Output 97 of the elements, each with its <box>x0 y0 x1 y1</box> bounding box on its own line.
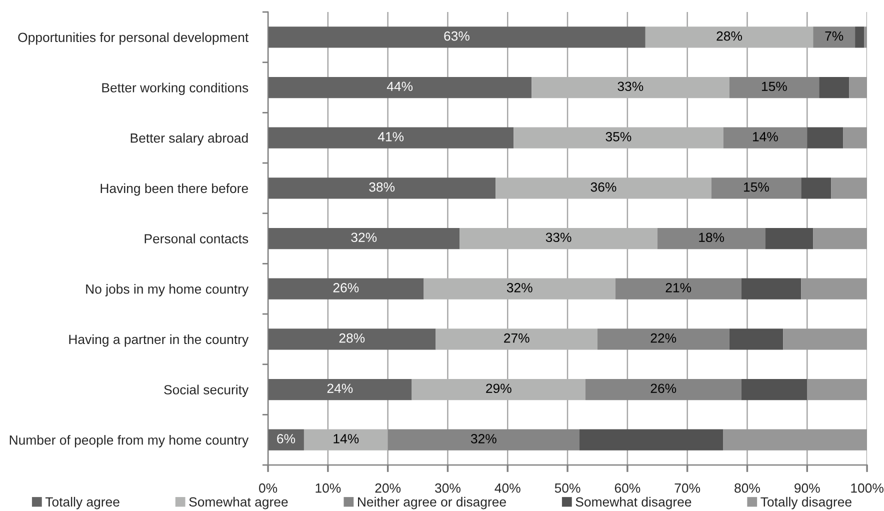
y-tick-label: Opportunities for personal development <box>18 32 249 45</box>
bar <box>496 178 712 199</box>
data-label: 14% <box>753 132 778 142</box>
data-label: 21% <box>666 283 692 292</box>
bar <box>615 278 742 300</box>
bar <box>813 26 856 48</box>
legend-label: Totally agree <box>45 496 120 510</box>
data-label: 63% <box>444 31 470 41</box>
x-tick-label: 40% <box>494 483 520 493</box>
y-tick-label: Better working conditions <box>102 82 248 96</box>
x-tick-label: 30% <box>435 483 460 493</box>
x-tick-label: 50% <box>554 483 580 493</box>
y-tick-label: No jobs in my home country <box>86 284 249 296</box>
bar <box>807 378 868 400</box>
bar <box>268 328 436 350</box>
bar <box>723 429 868 450</box>
bar <box>268 278 424 300</box>
bar <box>304 429 388 450</box>
x-tick-label: 70% <box>674 483 700 493</box>
bar <box>807 127 844 148</box>
bar <box>268 228 460 250</box>
bar <box>741 278 802 300</box>
bar <box>801 278 868 300</box>
x-tick-label: 80% <box>734 483 760 493</box>
y-tick-label: Having a partner in the country <box>69 334 249 347</box>
bar <box>765 228 814 250</box>
y-tick-label: Personal contacts <box>144 234 248 244</box>
data-label: 32% <box>470 434 496 444</box>
bar <box>268 127 514 148</box>
data-label: 33% <box>618 82 644 92</box>
bar <box>268 76 532 98</box>
bar <box>849 76 868 98</box>
bar <box>864 26 868 48</box>
data-label: 26% <box>650 384 676 394</box>
bar <box>460 228 658 250</box>
data-label: 14% <box>334 434 359 444</box>
data-label: 32% <box>506 283 532 292</box>
bar <box>645 26 814 48</box>
data-label: 29% <box>486 384 512 394</box>
data-label: 38% <box>369 182 395 192</box>
data-label: 15% <box>762 82 787 92</box>
data-label: 26% <box>333 283 359 292</box>
bar <box>597 328 730 350</box>
bar <box>657 228 766 250</box>
legend-label: Somewhat agree <box>189 496 288 510</box>
bar <box>388 429 580 450</box>
data-label: 6% <box>277 434 296 444</box>
data-label: 7% <box>825 31 844 41</box>
bar <box>586 378 742 400</box>
bar <box>843 127 868 148</box>
bar <box>783 328 868 350</box>
x-tick-label: 60% <box>614 483 640 493</box>
data-label: 35% <box>606 132 632 142</box>
bar <box>729 328 784 350</box>
data-label: 36% <box>590 182 616 192</box>
data-label: 22% <box>650 333 676 343</box>
bar <box>729 76 820 98</box>
data-label: 18% <box>699 232 724 242</box>
bar <box>741 378 808 400</box>
y-tick-label: Social security <box>164 384 249 398</box>
data-label: 15% <box>744 182 769 192</box>
bar <box>514 127 724 148</box>
bar <box>813 228 868 250</box>
x-tick-label: 90% <box>794 483 820 493</box>
bar <box>268 429 304 450</box>
bar <box>855 26 864 48</box>
data-label: 44% <box>386 82 413 91</box>
bar <box>723 127 808 148</box>
bar <box>831 178 868 199</box>
data-label: 32% <box>351 232 377 242</box>
bar <box>711 178 802 199</box>
y-tick-label: Better salary abroad <box>130 133 248 146</box>
legend-label: Somewhat disagree <box>576 496 692 510</box>
data-label: 41% <box>378 132 404 142</box>
legend-label: Totally disagree <box>760 496 852 510</box>
data-label: 28% <box>339 333 365 343</box>
bar <box>268 178 496 199</box>
legend-label: Neither agree or disagree <box>358 496 506 510</box>
bar <box>412 378 586 400</box>
bar <box>424 278 616 300</box>
data-label: 28% <box>716 31 742 41</box>
data-label: 24% <box>327 384 353 393</box>
x-tick-label: 10% <box>316 483 341 493</box>
bar <box>819 76 850 98</box>
x-tick-label: 100% <box>851 483 884 493</box>
data-label: 27% <box>504 333 530 343</box>
bar <box>580 429 724 450</box>
bar <box>268 378 412 400</box>
bar <box>532 76 730 98</box>
y-tick-label: Having been there before <box>100 183 248 196</box>
y-tick-label: Number of people from my home country <box>10 435 249 448</box>
data-label: 33% <box>546 232 572 242</box>
bar <box>436 328 598 350</box>
bar <box>268 26 646 48</box>
bar <box>801 178 832 199</box>
x-tick-label: 0% <box>259 483 278 493</box>
x-tick-label: 20% <box>375 483 401 493</box>
